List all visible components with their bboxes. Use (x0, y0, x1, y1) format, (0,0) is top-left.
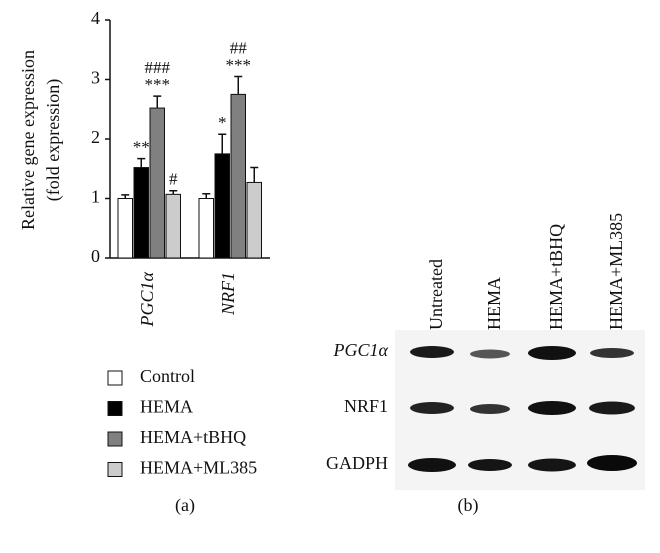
bar (230, 93, 246, 259)
bar (117, 198, 133, 259)
bar (133, 167, 149, 259)
lane-label: HEMA+ML385 (606, 213, 626, 330)
bar (246, 181, 262, 259)
error-bar (234, 75, 243, 95)
y-axis-label: (fold expression) (43, 79, 64, 201)
significance-label: ## (230, 38, 248, 57)
error-bar (153, 95, 162, 109)
bar (198, 198, 214, 259)
panel-label: (a) (175, 495, 195, 516)
lane-label: Untreated (426, 259, 446, 330)
x-tick-label: PGC1α (137, 271, 157, 327)
y-tick-label: 3 (91, 68, 100, 88)
bar (214, 153, 230, 259)
significance-label: *** (145, 75, 171, 94)
legend-swatch (107, 370, 123, 386)
significance-label: # (169, 170, 178, 189)
legend-label: HEMA+ML385 (140, 458, 257, 478)
significance-label: * (218, 113, 227, 132)
lane-label: HEMA+tBHQ (546, 224, 566, 330)
legend-label: HEMA+tBHQ (140, 427, 246, 447)
error-bar (218, 133, 227, 154)
legend-swatch (107, 431, 123, 447)
y-tick-label: 4 (91, 8, 100, 28)
bar (165, 193, 181, 259)
y-axis-label: Relative gene expression (18, 50, 38, 230)
significance-label: ### (145, 58, 171, 77)
row-label: GADPH (326, 453, 388, 473)
row-label: PGC1α (333, 340, 389, 360)
y-tick-label: 2 (91, 127, 100, 147)
significance-label: ** (133, 138, 150, 157)
error-bar (169, 190, 178, 195)
y-tick-label: 1 (91, 187, 100, 207)
legend-label: HEMA (140, 397, 193, 417)
legend-swatch (107, 401, 123, 416)
error-bar (202, 192, 211, 199)
significance-label: *** (226, 55, 252, 74)
panel-label: (b) (458, 495, 479, 516)
legend-label: Control (140, 366, 195, 386)
lane-label: HEMA (484, 277, 504, 330)
error-bar (121, 194, 130, 199)
blot-image (395, 330, 645, 490)
y-tick-label: 0 (91, 246, 100, 266)
bar (149, 107, 165, 259)
error-bar (137, 157, 146, 168)
row-label: NRF1 (344, 396, 388, 416)
legend-swatch (107, 462, 123, 477)
error-bar (250, 166, 259, 183)
x-tick-label: NRF1 (218, 272, 238, 316)
